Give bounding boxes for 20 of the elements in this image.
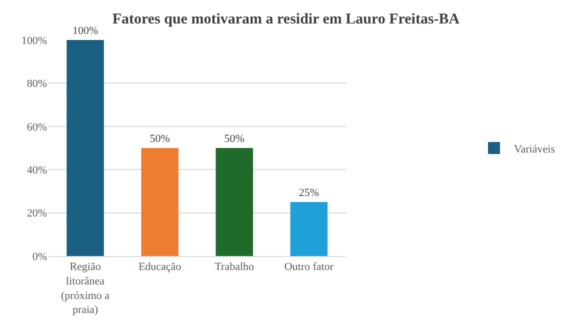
y-tick-label: 100% <box>21 34 47 47</box>
bar <box>290 202 328 256</box>
bar <box>216 148 254 256</box>
y-tick-label: 20% <box>26 208 47 220</box>
y-tick-label: 80% <box>26 78 47 90</box>
data-label: 100% <box>72 25 98 37</box>
bar <box>66 40 104 256</box>
y-tick-label: 60% <box>26 121 47 134</box>
data-label: 25% <box>298 187 320 199</box>
y-tick-label: 40% <box>26 164 47 176</box>
bar <box>141 148 178 256</box>
x-tick-label: Trabalho <box>214 261 255 274</box>
y-tick-label: 0% <box>32 250 47 263</box>
x-tick-label: Educação <box>138 261 182 274</box>
data-label: 50% <box>224 133 244 145</box>
legend-label: Variáveis <box>514 143 555 156</box>
chart-title: Fatores que motivaram a residir em Lauro Freitas-BA <box>112 12 460 28</box>
x-tick-label: Outro fator <box>284 261 334 274</box>
data-label: 50% <box>150 133 170 145</box>
x-tick-label: Região litorânea (próximo a praia) <box>60 261 110 316</box>
